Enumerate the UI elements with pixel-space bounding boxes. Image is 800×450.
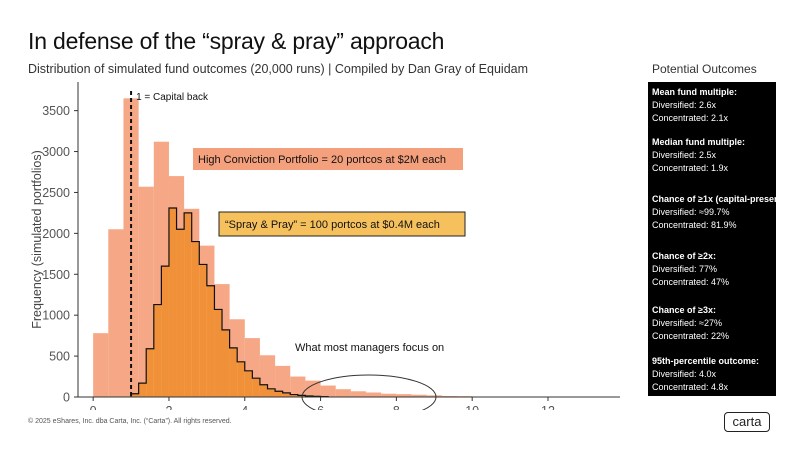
bar-overlap (206, 285, 215, 397)
outcome-heading: Chance of ≥3x: (652, 305, 716, 315)
outcome-heading: Chance of ≥1x (capital-preservation): (652, 194, 776, 204)
bar-concentrated (381, 393, 397, 397)
bar-overlap (131, 393, 139, 397)
outcome-block: Chance of ≥2x: Diversified: 77% Concentrat… (652, 250, 729, 289)
bar-concentrated (350, 391, 367, 397)
bar-concentrated (138, 186, 154, 397)
outcome-value: Concentrated: 81.9% (652, 220, 737, 230)
bar-overlap (214, 309, 223, 397)
page-title: In defense of the “spray & pray” approac… (28, 28, 445, 54)
outcome-block: Mean fund multiple: Diversified: 2.6x Conc… (652, 86, 737, 125)
outcome-block: Chance of ≥3x: Diversified: ≈27% Concentra… (652, 304, 729, 343)
x-tick-label: 8 (393, 404, 400, 410)
bar-overlap (168, 208, 177, 397)
outcome-value: Concentrated: 2.1x (652, 113, 729, 123)
outcome-value: Diversified: 77% (652, 264, 718, 274)
x-tick-label: 12 (541, 404, 555, 410)
tail-focus-ellipse (301, 374, 437, 410)
outcome-value: Diversified: ≈27% (652, 318, 722, 328)
y-tick-label: 3000 (42, 145, 70, 159)
bar-concentrated (305, 380, 321, 397)
bar-overlap (191, 241, 200, 397)
outcome-value: Concentrated: 22% (652, 331, 730, 341)
bar-overlap (252, 378, 260, 397)
spray-pray-label-bg (218, 211, 466, 237)
outcome-value: Diversified: ≈99.7% (652, 207, 730, 217)
y-axis-label: Frequency (simulated portfolios) (30, 150, 44, 329)
bar-concentrated (396, 394, 412, 397)
bar-concentrated (411, 394, 427, 397)
y-tick-label: 0 (63, 391, 70, 405)
bar-concentrated (275, 365, 291, 397)
bar-overlap (275, 391, 283, 397)
diversified-outline (130, 207, 329, 398)
x-tick-label: 2 (165, 404, 172, 410)
bar-concentrated (320, 385, 336, 397)
bar-overlap (282, 392, 291, 397)
bar-overlap (267, 388, 276, 397)
outcome-heading: Mean fund multiple: (652, 87, 737, 97)
high-conviction-label-bg (193, 148, 463, 170)
outcome-value: Concentrated: 47% (652, 277, 730, 287)
potential-outcomes-panel: Mean fund multiple: Diversified: 2.6x Conc… (648, 82, 776, 396)
copyright-footer: © 2025 eShares, Inc. dba Carta, Inc. (“C… (28, 418, 232, 425)
y-tick-label: 1000 (42, 309, 70, 323)
outcome-heading: Median fund multiple: (652, 137, 745, 147)
outcome-value: Concentrated: 1.9x (652, 163, 729, 173)
bar-overlap (199, 264, 207, 397)
bar-concentrated (335, 389, 351, 397)
outcome-value: Diversified: 2.6x (652, 100, 717, 110)
capital-back-label: 1 = Capital back (136, 92, 209, 103)
y-tick-label: 500 (49, 350, 70, 364)
bar-overlap (161, 266, 169, 397)
outcome-block: Median fund multiple: Diversified: 2.5x Co… (652, 136, 745, 175)
x-tick-label: 0 (90, 404, 97, 410)
spray-pray-label: “Spray & Pray” = 100 portcos at $0.4M ea… (225, 219, 440, 231)
bar-overlap (290, 394, 298, 397)
bar-concentrated (290, 376, 306, 397)
bar-overlap (229, 347, 238, 397)
outcome-block: 95th-percentile outcome: Diversified: 4.0… (652, 355, 759, 394)
page-subtitle: Distribution of simulated fund outcomes … (28, 62, 529, 76)
carta-logo: carta (724, 412, 770, 432)
x-tick-label: 10 (465, 404, 479, 410)
bar-overlap (176, 229, 185, 397)
bar-overlap (138, 383, 147, 397)
bar-overlap (244, 370, 253, 397)
bar-overlap (146, 348, 154, 397)
outcome-value: Concentrated: 4.8x (652, 382, 729, 392)
outcome-block: Chance of ≥1x (capital-preservation): Div… (652, 193, 776, 232)
x-tick-label: 4 (241, 404, 248, 410)
bar-overlap (259, 384, 268, 397)
bar-concentrated (93, 333, 109, 397)
y-tick-label: 3500 (42, 104, 70, 118)
y-tick-label: 2500 (42, 186, 70, 200)
y-tick-label: 1500 (42, 268, 70, 282)
bar-overlap (237, 361, 245, 397)
histogram-chart: 0500100015002000250030003500024681012Fun… (30, 82, 620, 410)
bar-overlap (222, 329, 230, 397)
bar-overlap (184, 212, 192, 397)
outcome-value: Diversified: 2.5x (652, 150, 717, 160)
outcome-heading: Chance of ≥2x: (652, 251, 716, 261)
potential-outcomes-title: Potential Outcomes (652, 62, 757, 76)
bar-overlap (153, 304, 162, 397)
high-conviction-label: High Conviction Portfolio = 20 portcos a… (198, 154, 446, 166)
bar-concentrated (108, 229, 124, 397)
managers-focus-label: What most managers focus on (295, 342, 444, 354)
outcome-value: Diversified: 4.0x (652, 369, 717, 379)
diversified-series (130, 207, 329, 398)
bar-concentrated (366, 392, 382, 397)
x-tick-label: 6 (317, 404, 324, 410)
bar-concentrated (426, 395, 442, 397)
outcome-heading: 95th-percentile outcome: (652, 356, 760, 366)
y-tick-label: 2000 (42, 227, 70, 241)
